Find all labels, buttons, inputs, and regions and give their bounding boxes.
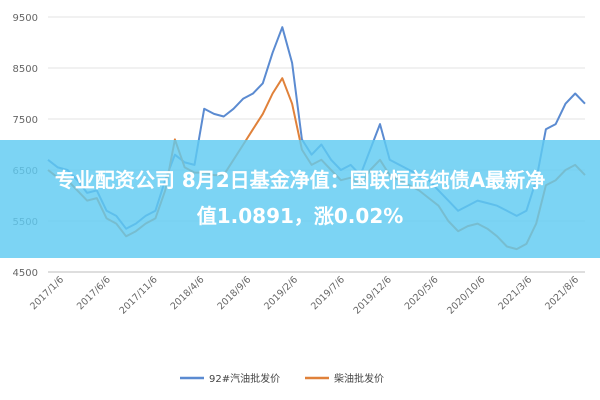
x-tick-label: 2019/7/6: [309, 274, 347, 312]
x-tick-label: 2020/10/6: [445, 274, 487, 316]
legend: 92#汽油批发价 柴油批发价: [180, 372, 384, 385]
y-tick-label: 4500: [13, 268, 38, 279]
y-tick-label: 8500: [13, 64, 38, 75]
x-tick-label: 2020/5/6: [403, 274, 441, 312]
x-tick-label: 2021/8/6: [543, 274, 581, 312]
y-tick-label: 9500: [13, 13, 38, 24]
x-tick-label: 2019/12/6: [352, 274, 394, 316]
x-tick-label: 2017/1/6: [28, 274, 66, 312]
y-tick-label: 7500: [13, 115, 38, 126]
article-title-line-2: 值1.0891，涨0.02%: [196, 204, 404, 228]
legend-label: 柴油批发价: [334, 372, 384, 385]
x-tick-label: 2021/3/6: [496, 274, 534, 312]
x-tick-label: 2018/9/6: [215, 274, 253, 312]
x-tick-label: 2017/11/6: [118, 274, 160, 316]
article-title-line-1: 专业配资公司 8月2日基金净值：国联恒益纯债A最新净: [54, 168, 546, 192]
x-tick-label: 2018/4/6: [169, 274, 207, 312]
legend-label: 92#汽油批发价: [209, 372, 280, 385]
x-tick-label: 2017/6/6: [75, 274, 113, 312]
x-tick-label: 2019/2/6: [262, 274, 300, 312]
x-axis-ticks: 2017/1/6 2017/6/6 2017/11/6 2018/4/6 2018/9/…: [28, 274, 581, 316]
article-title-banner: 专业配资公司 8月2日基金净值：国联恒益纯债A最新净 值1.0891，涨0.02…: [0, 140, 600, 258]
